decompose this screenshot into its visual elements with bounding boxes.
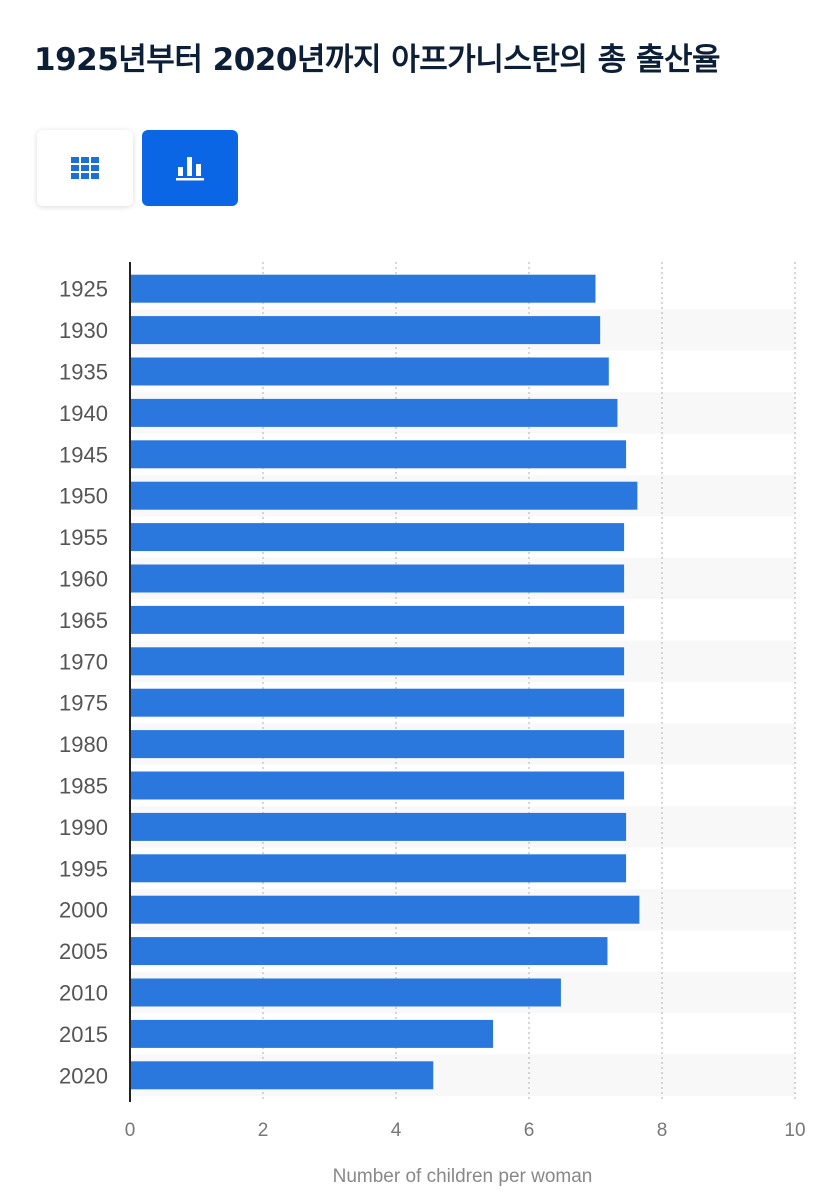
bar[interactable] [130,605,625,634]
y-category-label: 1940 [59,401,108,426]
y-category-label: 1955 [59,525,108,550]
y-category-label: 2015 [59,1022,108,1047]
bar[interactable] [130,854,627,883]
x-tick-label: 0 [125,1120,136,1141]
x-axis-label: Number of children per woman [333,1166,593,1187]
y-category-label: 1975 [59,691,108,716]
bar[interactable] [130,523,625,552]
y-category-label: 1950 [59,484,108,509]
bar[interactable] [130,812,627,841]
bar[interactable] [130,1061,434,1090]
y-category-label: 1995 [59,856,108,881]
y-category-label: 2000 [59,898,108,923]
x-tick-label: 6 [524,1120,535,1141]
y-category-label: 1970 [59,649,108,674]
bar-chart-icon [176,157,204,181]
y-category-label: 1965 [59,608,108,633]
bar[interactable] [130,357,609,386]
y-category-label: 1945 [59,442,108,467]
y-category-label: 1985 [59,774,108,799]
y-category-label: 1935 [59,360,108,385]
y-category-label: 2005 [59,939,108,964]
bar[interactable] [130,730,625,759]
bar[interactable] [130,895,640,924]
bar[interactable] [130,978,561,1007]
y-category-label: 1925 [59,277,108,302]
y-category-label: 1960 [59,567,108,592]
bar[interactable] [130,481,638,510]
bar-chart: 1925 1930 1935 1940 1945 1950 1955 1960 1965 1970… [59,262,806,1187]
chart-view-button[interactable] [142,130,238,206]
chart-title: 1925년부터 2020년까지 아프가니스탄의 총 출산율 [34,42,721,78]
bar[interactable] [130,316,601,345]
bar[interactable] [130,274,596,303]
bar[interactable] [130,647,625,676]
x-tick-label: 2 [258,1120,269,1141]
table-grid-icon [71,157,99,179]
bar[interactable] [130,564,625,593]
bar[interactable] [130,398,618,427]
y-category-label: 1980 [59,732,108,757]
bar[interactable] [130,440,627,469]
x-tick-label: 4 [391,1120,402,1141]
bar[interactable] [130,688,625,717]
y-category-label: 1930 [59,318,108,343]
x-tick-label: 10 [784,1120,805,1141]
x-tick-label: 8 [657,1120,668,1141]
y-category-label: 1990 [59,815,108,840]
y-category-label: 2010 [59,981,108,1006]
table-view-button[interactable] [37,130,133,206]
bar[interactable] [130,937,608,966]
bar[interactable] [130,1019,494,1048]
bar[interactable] [130,771,625,800]
y-category-label: 2020 [59,1063,108,1088]
